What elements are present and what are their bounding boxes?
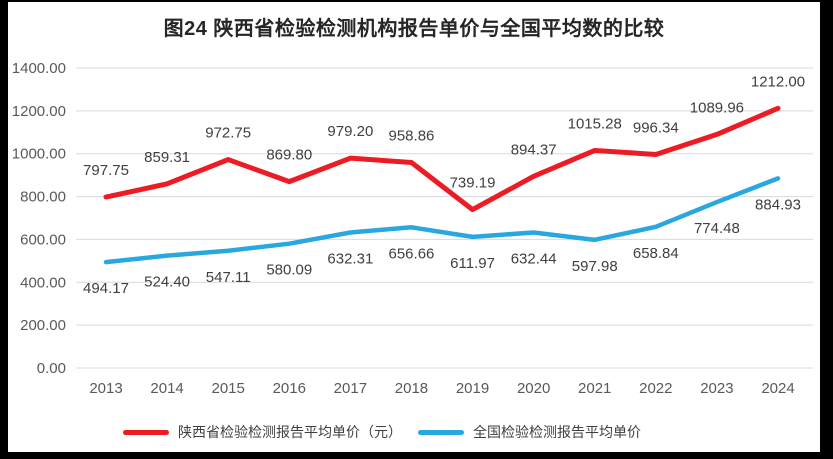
svg-text:2014: 2014 xyxy=(150,380,183,397)
svg-text:1200.00: 1200.00 xyxy=(12,103,66,120)
svg-text:400.00: 400.00 xyxy=(20,274,66,291)
svg-text:658.84: 658.84 xyxy=(633,245,679,262)
svg-text:611.97: 611.97 xyxy=(450,255,495,272)
svg-text:580.09: 580.09 xyxy=(266,262,312,279)
red-line-swatch xyxy=(123,429,169,435)
svg-text:2013: 2013 xyxy=(89,380,122,397)
svg-text:800.00: 800.00 xyxy=(20,189,66,206)
svg-text:1212.00: 1212.00 xyxy=(751,73,805,90)
svg-text:547.11: 547.11 xyxy=(206,269,251,286)
svg-text:2024: 2024 xyxy=(761,380,794,397)
svg-text:2017: 2017 xyxy=(334,380,367,397)
svg-text:958.86: 958.86 xyxy=(389,128,435,145)
svg-text:597.98: 597.98 xyxy=(572,258,618,275)
svg-text:2015: 2015 xyxy=(211,380,244,397)
svg-text:884.93: 884.93 xyxy=(755,196,801,213)
svg-text:894.37: 894.37 xyxy=(511,141,557,158)
svg-text:996.34: 996.34 xyxy=(633,119,679,136)
legend: 陕西省检验检测报告平均单价（元） 全国检验检测报告平均单价 xyxy=(0,422,788,442)
legend-label-shaanxi: 陕西省检验检测报告平均单价（元） xyxy=(178,424,402,440)
svg-text:600.00: 600.00 xyxy=(20,231,66,248)
svg-text:869.80: 869.80 xyxy=(266,147,312,164)
legend-item-national: 全国检验检测报告平均单价 xyxy=(418,422,641,442)
svg-text:979.20: 979.20 xyxy=(327,123,373,140)
line-chart: 0.00 200.00 400.00 600.00 800.00 1000.00 1200.… xyxy=(12,60,813,397)
svg-text:632.44: 632.44 xyxy=(511,250,557,267)
svg-text:2016: 2016 xyxy=(273,380,306,397)
legend-label-national: 全国检验检测报告平均单价 xyxy=(473,424,641,440)
svg-text:972.75: 972.75 xyxy=(205,125,251,142)
svg-text:494.17: 494.17 xyxy=(83,280,129,297)
svg-text:2018: 2018 xyxy=(395,380,428,397)
svg-text:2022: 2022 xyxy=(639,380,672,397)
svg-text:200.00: 200.00 xyxy=(20,317,66,334)
svg-text:859.31: 859.31 xyxy=(144,149,190,166)
svg-text:1015.28: 1015.28 xyxy=(568,115,622,132)
legend-item-shaanxi: 陕西省检验检测报告平均单价（元） xyxy=(123,422,402,442)
svg-text:1089.96: 1089.96 xyxy=(690,99,744,116)
svg-text:774.48: 774.48 xyxy=(694,220,740,237)
svg-text:2019: 2019 xyxy=(456,380,489,397)
chart-canvas: 0.00 200.00 400.00 600.00 800.00 1000.00 1200.… xyxy=(8,2,820,452)
svg-text:2020: 2020 xyxy=(517,380,550,397)
svg-text:0.00: 0.00 xyxy=(37,360,66,377)
svg-text:656.66: 656.66 xyxy=(389,245,435,262)
svg-text:797.75: 797.75 xyxy=(83,162,129,179)
blue-line-swatch xyxy=(418,429,464,435)
svg-text:739.19: 739.19 xyxy=(450,175,496,192)
svg-text:1000.00: 1000.00 xyxy=(12,146,66,163)
svg-text:632.31: 632.31 xyxy=(327,251,373,268)
svg-text:2021: 2021 xyxy=(578,380,611,397)
chart-title: 图24 陕西省检验检测机构报告单价与全国平均数的比较 xyxy=(163,18,665,40)
svg-text:524.40: 524.40 xyxy=(144,274,190,291)
svg-text:1400.00: 1400.00 xyxy=(12,60,66,77)
svg-text:2023: 2023 xyxy=(700,380,733,397)
